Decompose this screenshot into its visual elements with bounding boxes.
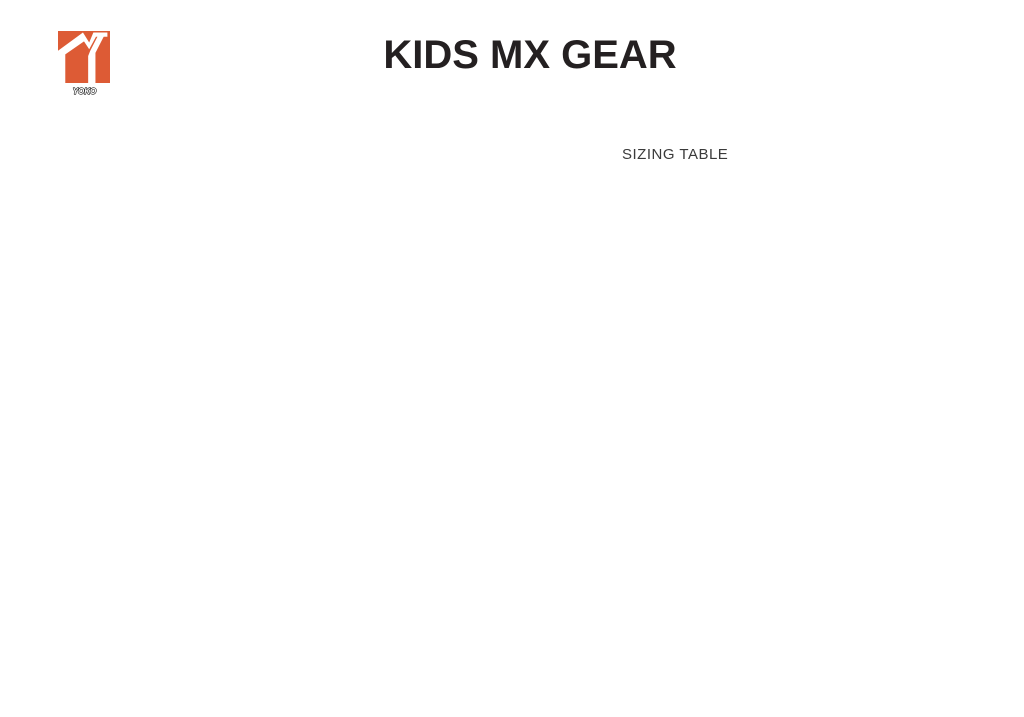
svg-text:YOKO: YOKO xyxy=(73,87,97,96)
